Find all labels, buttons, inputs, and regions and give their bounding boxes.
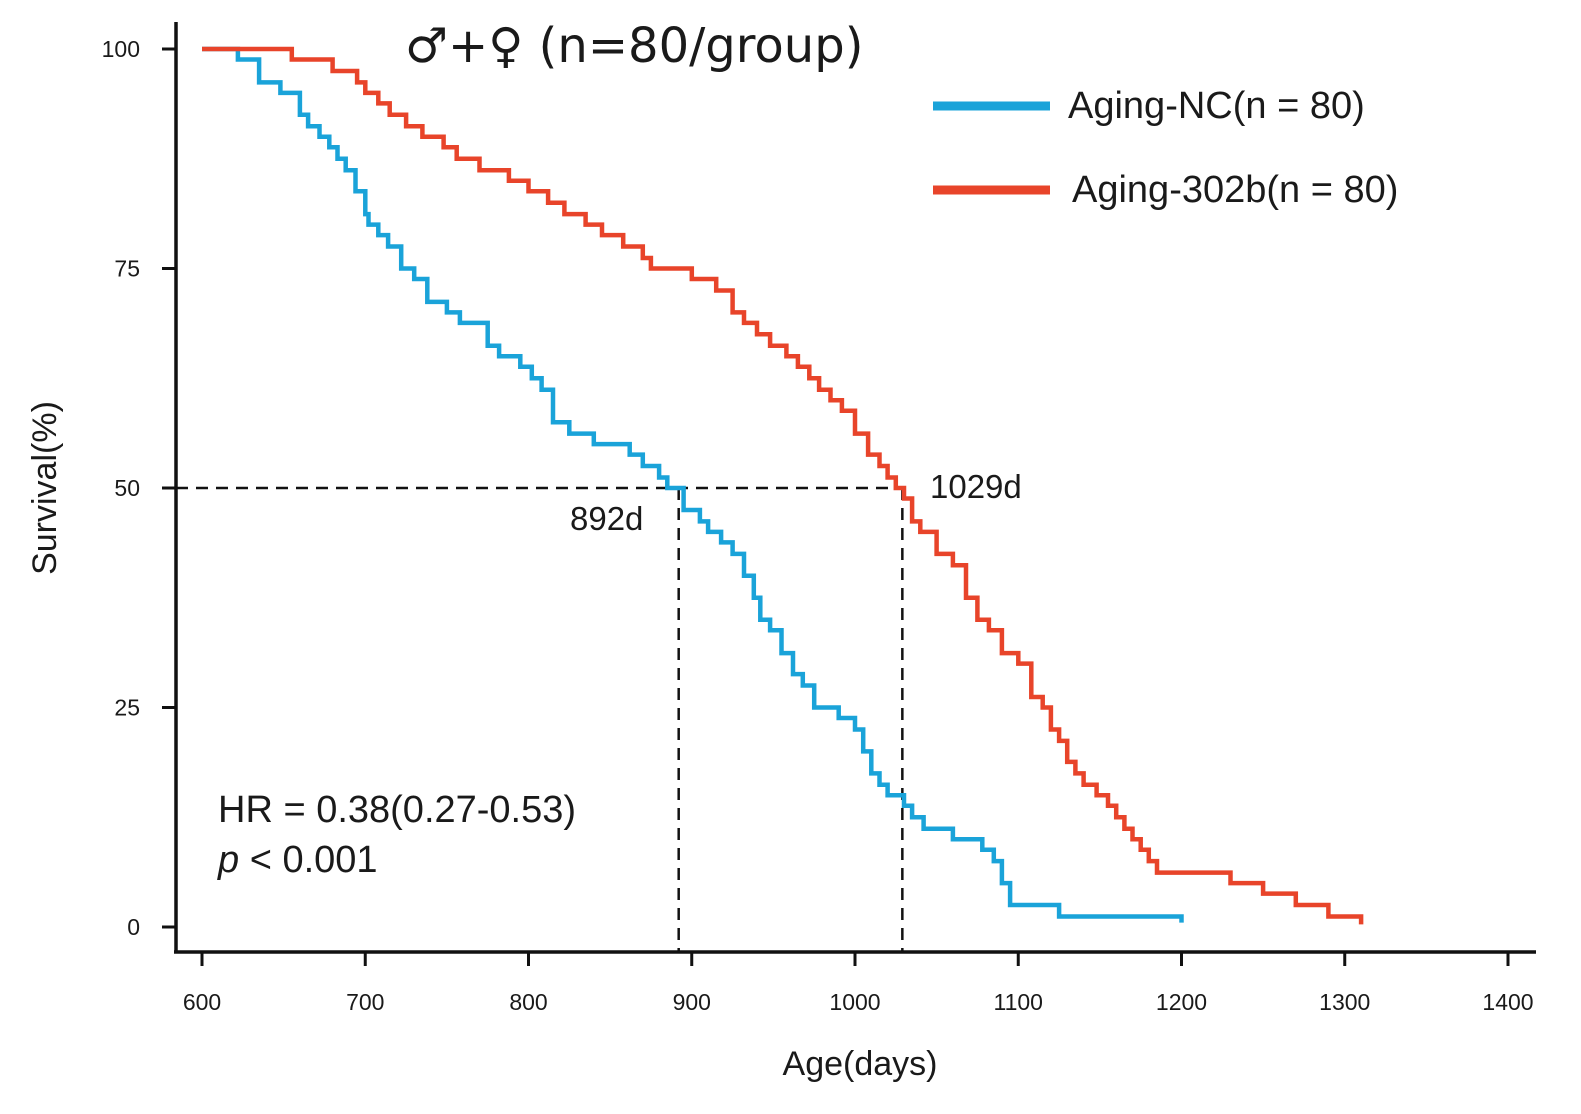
y-tick-label: 100 — [102, 36, 140, 62]
x-tick-label: 1400 — [1482, 989, 1533, 1015]
x-tick-label: 1200 — [1156, 989, 1207, 1015]
x-tick-label: 900 — [673, 989, 711, 1015]
y-tick-label: 0 — [127, 914, 140, 940]
legend-label-aging-302b: Aging-302b(n = 80) — [1072, 169, 1398, 211]
p-value: < 0.001 — [239, 839, 377, 881]
reference-lines — [176, 486, 904, 952]
x-axis-title: Age(days) — [783, 1045, 938, 1083]
x-tick-label: 1100 — [994, 989, 1043, 1015]
y-axis-ticks: 0 25 50 75 100 — [102, 36, 176, 940]
x-tick-label: 800 — [509, 989, 547, 1015]
y-tick-label: 50 — [114, 475, 140, 501]
chart-title: ♂+♀ (n=80/group) — [405, 18, 863, 74]
hazard-ratio-label: HR = 0.38(0.27-0.53) — [218, 789, 576, 831]
x-axis-ticks: 600 700 800 900 1000 1100 1200 1300 1400 — [183, 952, 1534, 1015]
x-tick-label: 1300 — [1319, 989, 1370, 1015]
y-tick-label: 75 — [114, 256, 140, 282]
p-symbol: p — [217, 839, 239, 881]
legend: Aging-NC(n = 80) Aging-302b(n = 80) — [933, 85, 1398, 211]
legend-label-aging-nc: Aging-NC(n = 80) — [1068, 85, 1365, 127]
p-value-label: p < 0.001 — [217, 839, 378, 881]
x-tick-label: 700 — [346, 989, 384, 1015]
y-axis-title: Survival(%) — [26, 401, 64, 575]
y-tick-label: 25 — [114, 695, 140, 721]
series-lines — [202, 46, 1364, 925]
median-label-1029d: 1029d — [930, 468, 1022, 505]
survival-curve-aging-nc — [202, 46, 1184, 923]
x-tick-label: 600 — [183, 989, 221, 1015]
x-tick-label: 1000 — [829, 989, 880, 1015]
median-label-892d: 892d — [570, 500, 643, 537]
survival-curve-aging-302b — [202, 46, 1364, 925]
